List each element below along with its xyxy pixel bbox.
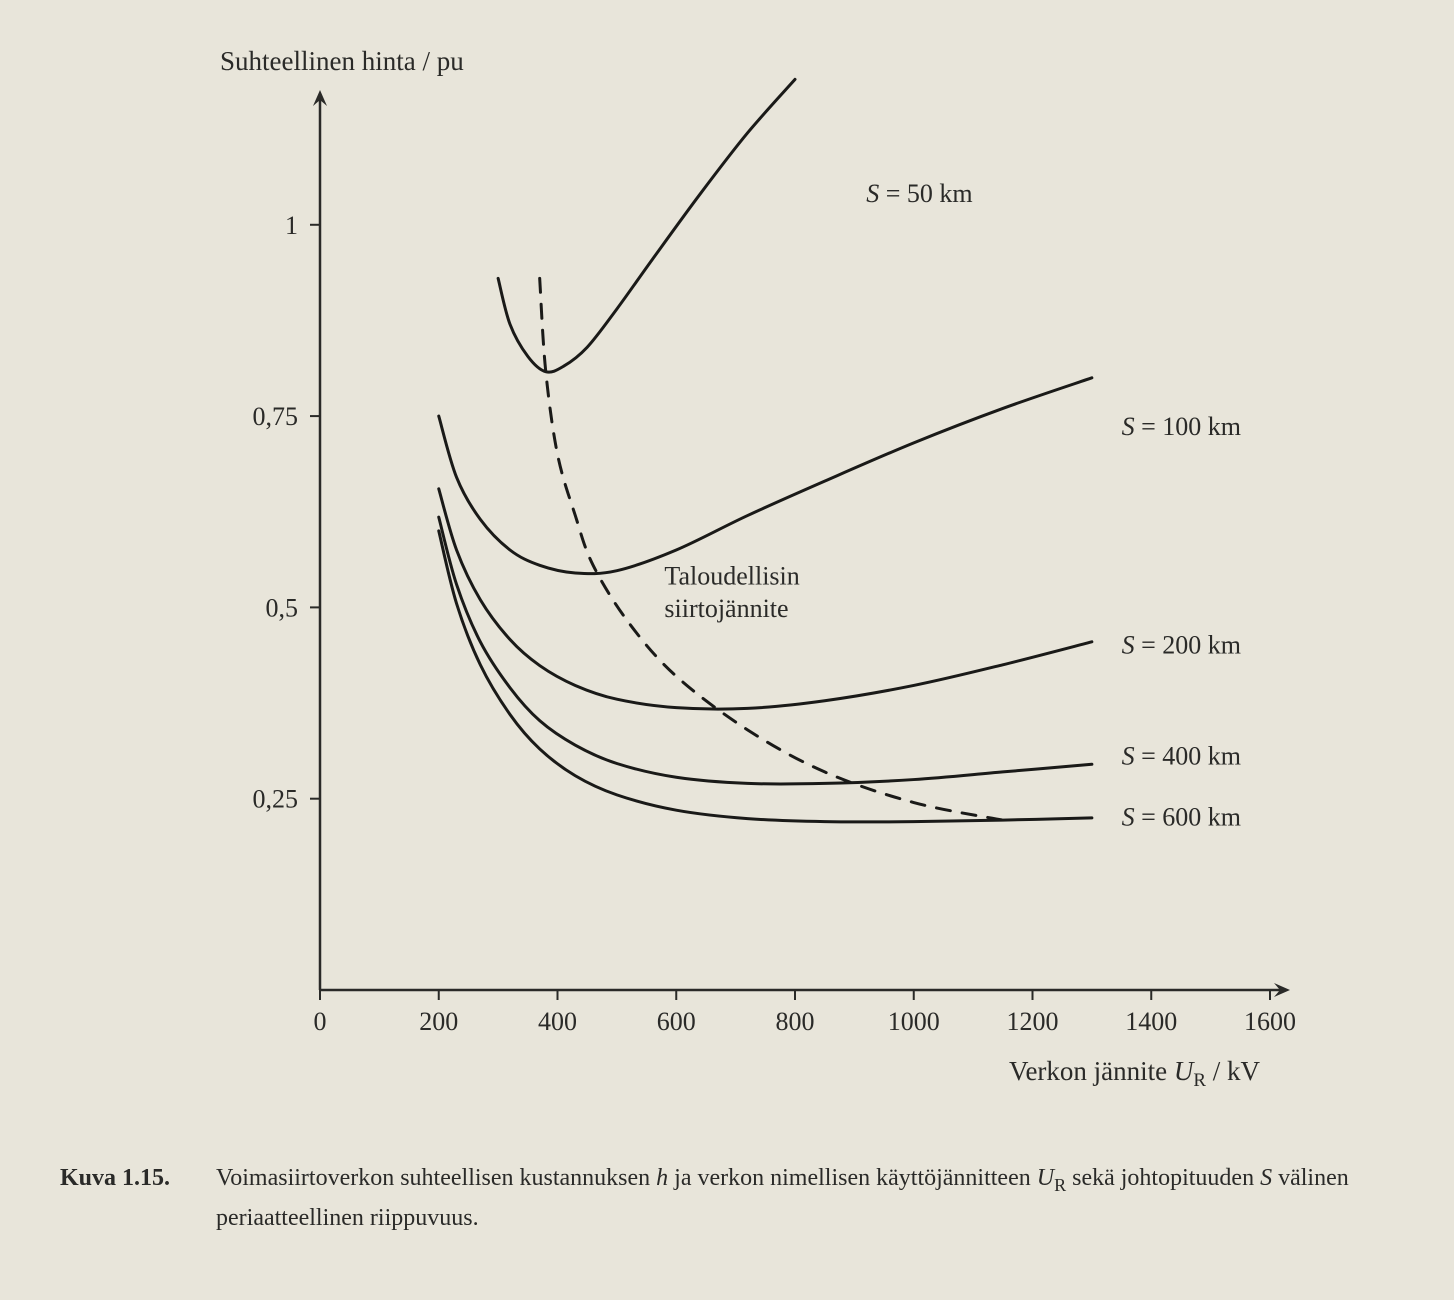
- optimum-dashed-curve: [540, 278, 1003, 820]
- x-tick-label: 1200: [1007, 1007, 1059, 1036]
- x-axis-title: Verkon jännite UR / kV: [1009, 1056, 1261, 1091]
- y-tick-label: 0,5: [266, 593, 299, 622]
- series-line: [439, 378, 1092, 574]
- y-axis-title: Suhteellinen hinta / pu: [220, 46, 464, 76]
- series-line: [498, 79, 795, 372]
- chart-svg: 0 200 400 600 800 1000 1200 1400 1600 0,25 0,5 0,75…: [200, 30, 1300, 1130]
- x-tick-label: 1000: [888, 1007, 940, 1036]
- x-tick-label: 200: [419, 1007, 458, 1036]
- x-tick-label: 800: [776, 1007, 815, 1036]
- y-tick-label: 0,25: [253, 785, 299, 814]
- y-tick-label: 1: [285, 211, 298, 240]
- caption-body: Voimasiirtoverkon suhteellisen kustannuk…: [216, 1160, 1366, 1237]
- series-label: S = 200 km: [1122, 630, 1241, 659]
- caption-lead: Kuva 1.15.: [60, 1160, 210, 1197]
- optimum-annotation: Taloudellisinsiirtojännite: [664, 561, 799, 623]
- x-tick-label: 1400: [1125, 1007, 1177, 1036]
- series-label: S = 400 km: [1122, 741, 1241, 770]
- figure-caption: Kuva 1.15. Voimasiirtoverkon suhteellise…: [60, 1160, 1390, 1237]
- x-tick-label: 1600: [1244, 1007, 1296, 1036]
- x-tick-label: 600: [657, 1007, 696, 1036]
- series-label: S = 50 km: [866, 179, 972, 208]
- series-label: S = 600 km: [1122, 802, 1241, 831]
- x-tick-label: 0: [314, 1007, 327, 1036]
- chart-container: 0 200 400 600 800 1000 1200 1400 1600 0,25 0,5 0,75…: [200, 30, 1300, 1130]
- y-tick-label: 0,75: [253, 402, 299, 431]
- series-line: [439, 517, 1092, 784]
- page: 0 200 400 600 800 1000 1200 1400 1600 0,25 0,5 0,75…: [0, 0, 1454, 1300]
- series-label: S = 100 km: [1122, 412, 1241, 441]
- x-tick-label: 400: [538, 1007, 577, 1036]
